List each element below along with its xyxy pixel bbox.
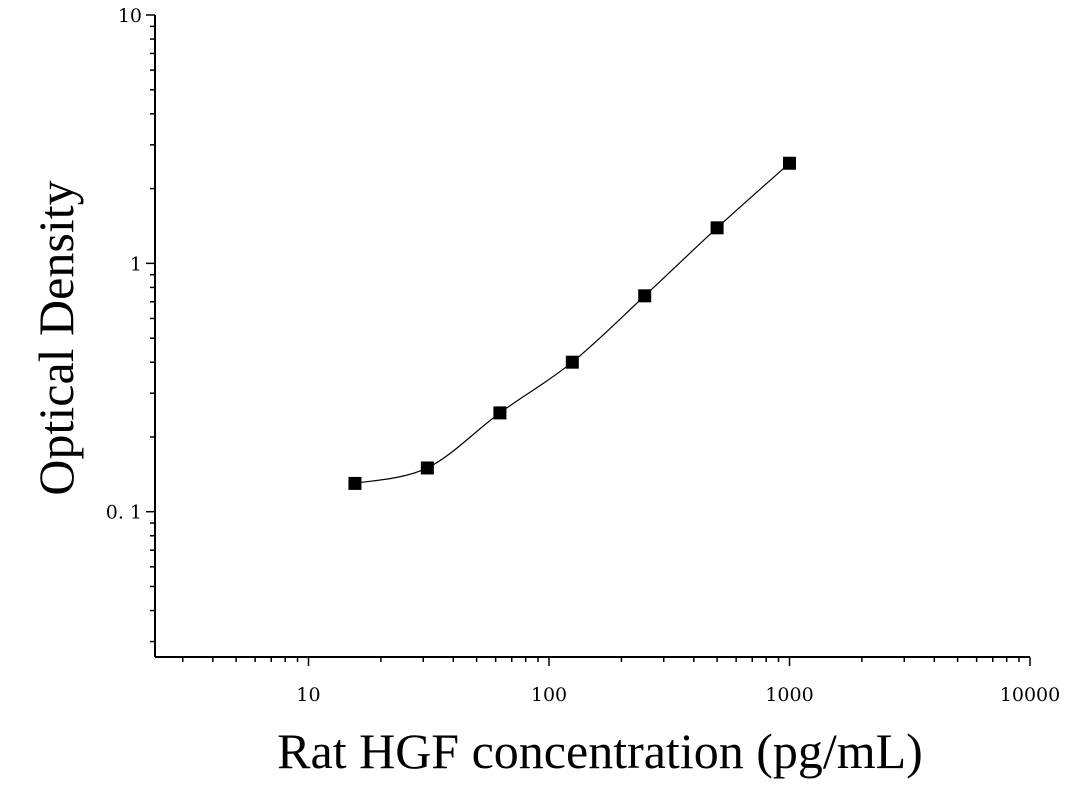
data-points bbox=[348, 156, 797, 490]
data-point bbox=[348, 476, 362, 490]
fit-curve-layer bbox=[354, 162, 790, 484]
tick-labels: 10 100 1000 10000 0. 1 1 10 bbox=[106, 5, 1060, 706]
x-axis-title: Rat HGF concentration (pg/mL) bbox=[277, 723, 923, 779]
axes bbox=[146, 14, 1031, 666]
y-tick-label: 1 bbox=[130, 253, 142, 275]
x-tick-label: 10000 bbox=[1000, 684, 1060, 706]
x-tick-label: 10 bbox=[296, 684, 320, 706]
data-point bbox=[638, 289, 652, 303]
data-point bbox=[783, 156, 797, 170]
data-point bbox=[710, 221, 724, 235]
y-tick-label: 0. 1 bbox=[106, 502, 142, 524]
fit-curve bbox=[354, 162, 790, 484]
y-axis-title: Optical Density bbox=[28, 180, 84, 495]
data-point bbox=[565, 355, 579, 369]
data-point bbox=[493, 406, 507, 420]
data-point bbox=[420, 461, 434, 475]
x-tick-label: 1000 bbox=[765, 684, 813, 706]
y-tick-label: 10 bbox=[118, 5, 142, 27]
x-tick-label: 100 bbox=[531, 684, 567, 706]
